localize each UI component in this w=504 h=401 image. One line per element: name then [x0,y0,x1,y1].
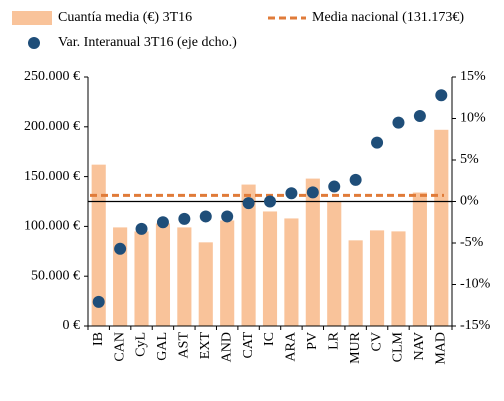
bar [369,230,385,326]
bar [113,227,128,326]
y-tick-label: 250.000 € [24,69,80,84]
x-tick-label: EXT [198,332,213,360]
x-tick-label: CLM [391,331,406,362]
y2-tick-label: -5% [460,235,484,250]
point [178,212,191,225]
bar [327,201,342,326]
y2-tick-label: -10% [460,277,491,292]
bar [155,223,171,326]
point [435,89,448,102]
x-tick-label: CV [369,332,384,351]
x-tick-label: IC [262,332,277,346]
y2-tick-label: 0% [460,194,479,209]
bar [134,231,149,326]
point [242,197,255,210]
bar [262,211,278,326]
point [199,210,212,223]
x-tick-label: PV [305,332,320,350]
x-tick-label: AST [177,332,192,359]
point [156,216,169,229]
point [306,186,319,199]
legend-label: Media nacional (131.173€) [312,10,464,25]
x-tick-label: CAT [241,332,256,359]
point [413,110,426,123]
point [114,242,127,255]
bar [305,178,320,326]
y2-tick-label: -15% [460,318,491,333]
y2-tick-label: 15% [460,69,486,84]
x-tick-label: ARA [284,331,299,361]
y-tick-label: 200.000 € [24,119,80,134]
bar [434,129,449,326]
bar [220,220,235,326]
point [264,195,276,208]
point [371,136,384,149]
x-tick-label: CAN [112,332,127,362]
x-tick-label: MAD [434,332,449,365]
point [135,222,148,235]
bar [198,242,213,326]
x-tick-label: MUR [348,331,363,364]
bar [284,218,299,326]
x-tick-label: AND [219,332,234,362]
legend-swatch-bar [12,11,52,25]
bar [348,240,363,326]
legend-label: Cuantía media (€) 3T16 [58,10,192,25]
y-tick-label: 150.000 € [24,169,80,184]
legend-swatch-dot [28,37,40,49]
point [285,187,298,200]
bar [177,227,192,326]
point [221,210,234,223]
point [328,180,341,193]
point [349,173,362,186]
bar [241,184,256,326]
point [92,295,105,308]
x-tick-label: IB [91,332,106,346]
x-tick-label: NAV [412,332,427,361]
y-tick-label: 0 € [63,318,81,333]
y2-tick-label: 10% [460,111,486,126]
y2-tick-label: 5% [460,152,479,167]
bar [91,164,106,326]
x-tick-label: CyL [134,332,149,357]
y-tick-label: 100.000 € [24,219,80,234]
legend-label: Var. Interanual 3T16 (eje dcho.) [58,35,237,50]
x-tick-label: LR [326,331,341,350]
y-tick-label: 50.000 € [31,268,80,283]
x-tick-label: GAL [155,332,170,361]
bar [391,231,406,326]
bar [412,192,427,326]
point [392,116,405,129]
